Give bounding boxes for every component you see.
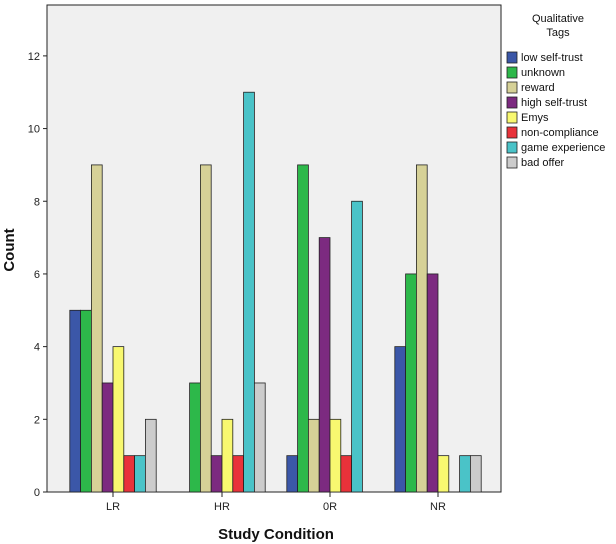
bar-high-self-trust-LR [101, 382, 114, 493]
x-tick-label: HR [214, 501, 230, 513]
bar-reward-LR [91, 164, 103, 493]
bar-game-experience-0R [351, 200, 363, 493]
legend-item-label: bad offer [521, 157, 565, 169]
bar-non-compliance-HR [232, 455, 245, 493]
y-tick-label: 4 [34, 342, 40, 354]
y-tick-label: 8 [34, 196, 40, 208]
y-tick-label: 0 [34, 487, 40, 499]
bar-low-self-trust-NR [394, 346, 406, 493]
legend-item-label: Emys [521, 112, 549, 124]
legend-swatch [506, 141, 518, 154]
x-tick-label: LR [106, 501, 120, 513]
legend-item-label: high self-trust [521, 97, 587, 109]
bar-high-self-trust-0R [318, 237, 331, 493]
legend-item-label: reward [521, 82, 555, 94]
legend-title-line1: Qualitative [532, 13, 584, 25]
bar-high-self-trust-HR [210, 455, 223, 493]
x-tick-label: 0R [323, 501, 337, 513]
y-tick-label: 10 [28, 124, 40, 136]
bar-low-self-trust-0R [286, 455, 298, 493]
bar-reward-0R [307, 418, 320, 493]
x-axis-label: Study Condition [218, 526, 334, 543]
legend: Qualitative Tags low self-trust unknown re… [506, 13, 605, 169]
bar-unknown-0R [297, 164, 309, 493]
bar-reward-NR [415, 164, 428, 493]
y-tick-label: 6 [34, 269, 40, 281]
y-axis-label: Count [1, 228, 18, 271]
legend-item-label: low self-trust [521, 52, 583, 64]
bar-Emys-0R [329, 418, 342, 493]
x-tick-label: NR [430, 501, 446, 513]
bar-unknown-NR [405, 273, 417, 493]
legend-swatch [506, 96, 518, 109]
bar-Emys-HR [221, 418, 234, 493]
legend-swatch [506, 126, 518, 139]
legend-swatch [506, 111, 518, 124]
bar-game-experience-NR [459, 455, 471, 493]
bar-high-self-trust-NR [426, 273, 439, 493]
legend-item-label: game experience [521, 142, 605, 154]
legend-swatch [506, 66, 518, 79]
bar-reward-HR [199, 164, 212, 493]
bar-unknown-LR [80, 309, 92, 493]
bar-bad-offer-NR [469, 455, 482, 493]
legend-item-label: unknown [521, 67, 565, 79]
bar-bad-offer-LR [144, 418, 157, 493]
legend-swatch [506, 156, 518, 169]
bar-game-experience-LR [134, 455, 146, 493]
bar-unknown-HR [189, 382, 201, 493]
bar-Emys-NR [437, 455, 450, 493]
bar-Emys-LR [112, 346, 125, 493]
bar-bad-offer-HR [253, 382, 266, 493]
bar-game-experience-HR [243, 91, 255, 493]
y-tick-label: 2 [34, 414, 40, 426]
legend-title-line2: Tags [546, 27, 570, 39]
legend-item-label: non-compliance [521, 127, 599, 139]
bar-non-compliance-0R [340, 455, 352, 493]
legend-swatch [506, 81, 518, 94]
bar-low-self-trust-LR [69, 309, 82, 493]
y-tick-label: 12 [28, 51, 40, 63]
legend-swatch [506, 51, 518, 64]
bar-non-compliance-LR [123, 455, 136, 493]
